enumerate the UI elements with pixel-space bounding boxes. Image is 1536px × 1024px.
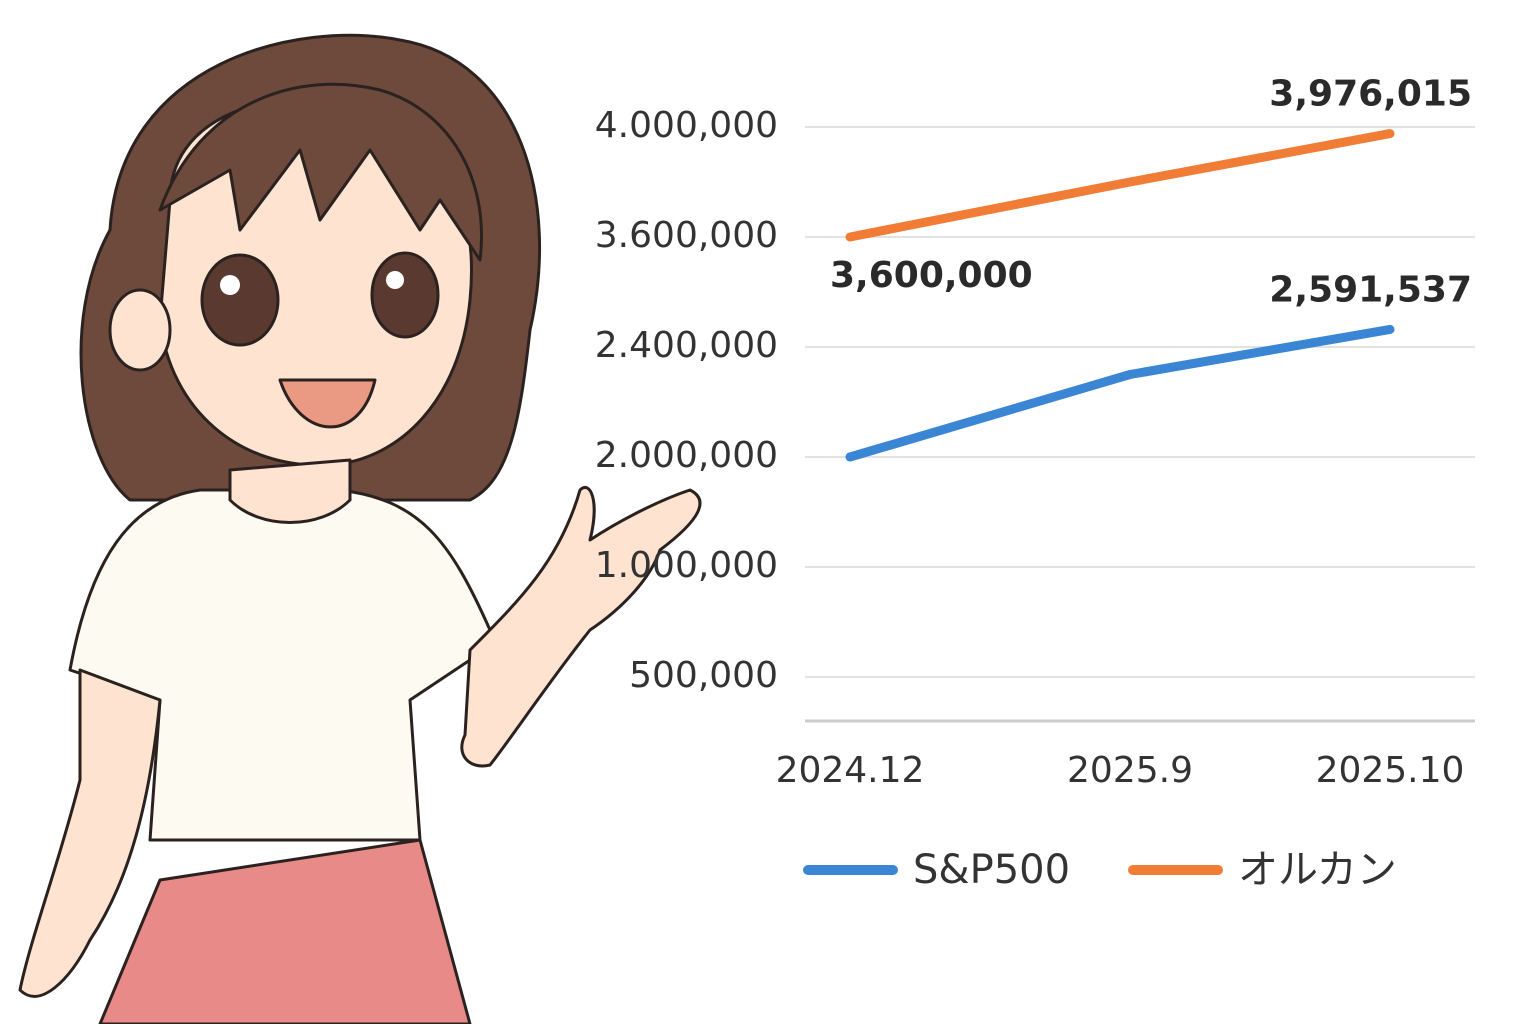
series-line bbox=[845, 129, 1395, 242]
plot-area: 500,000 1.000,000 2.000,000 2.400,000 3.600,… bbox=[595, 74, 1475, 893]
x-tick-label: 2024.12 bbox=[776, 750, 925, 791]
x-tick-label: 2025.10 bbox=[1316, 750, 1465, 791]
y-tick-label: 3.600,000 bbox=[595, 215, 778, 256]
y-tick-label: 2.400,000 bbox=[595, 325, 778, 366]
y-tick-label: 2.000,000 bbox=[595, 435, 778, 476]
data-label: 3,600,000 bbox=[830, 255, 1033, 296]
data-label: 3,976,015 bbox=[1269, 74, 1472, 115]
y-tick-label: 4.000,000 bbox=[595, 105, 778, 146]
girl-illustration bbox=[18, 33, 702, 1024]
y-tick-label: 1.000,000 bbox=[595, 545, 778, 586]
x-tick-label: 2025.9 bbox=[1067, 750, 1193, 791]
series-line bbox=[845, 324, 1395, 462]
data-label: 2,591,537 bbox=[1269, 269, 1472, 310]
legend-label: S&P500 bbox=[913, 847, 1070, 893]
y-tick-label: 500,000 bbox=[629, 655, 778, 696]
legend-label: オルカン bbox=[1238, 847, 1397, 893]
